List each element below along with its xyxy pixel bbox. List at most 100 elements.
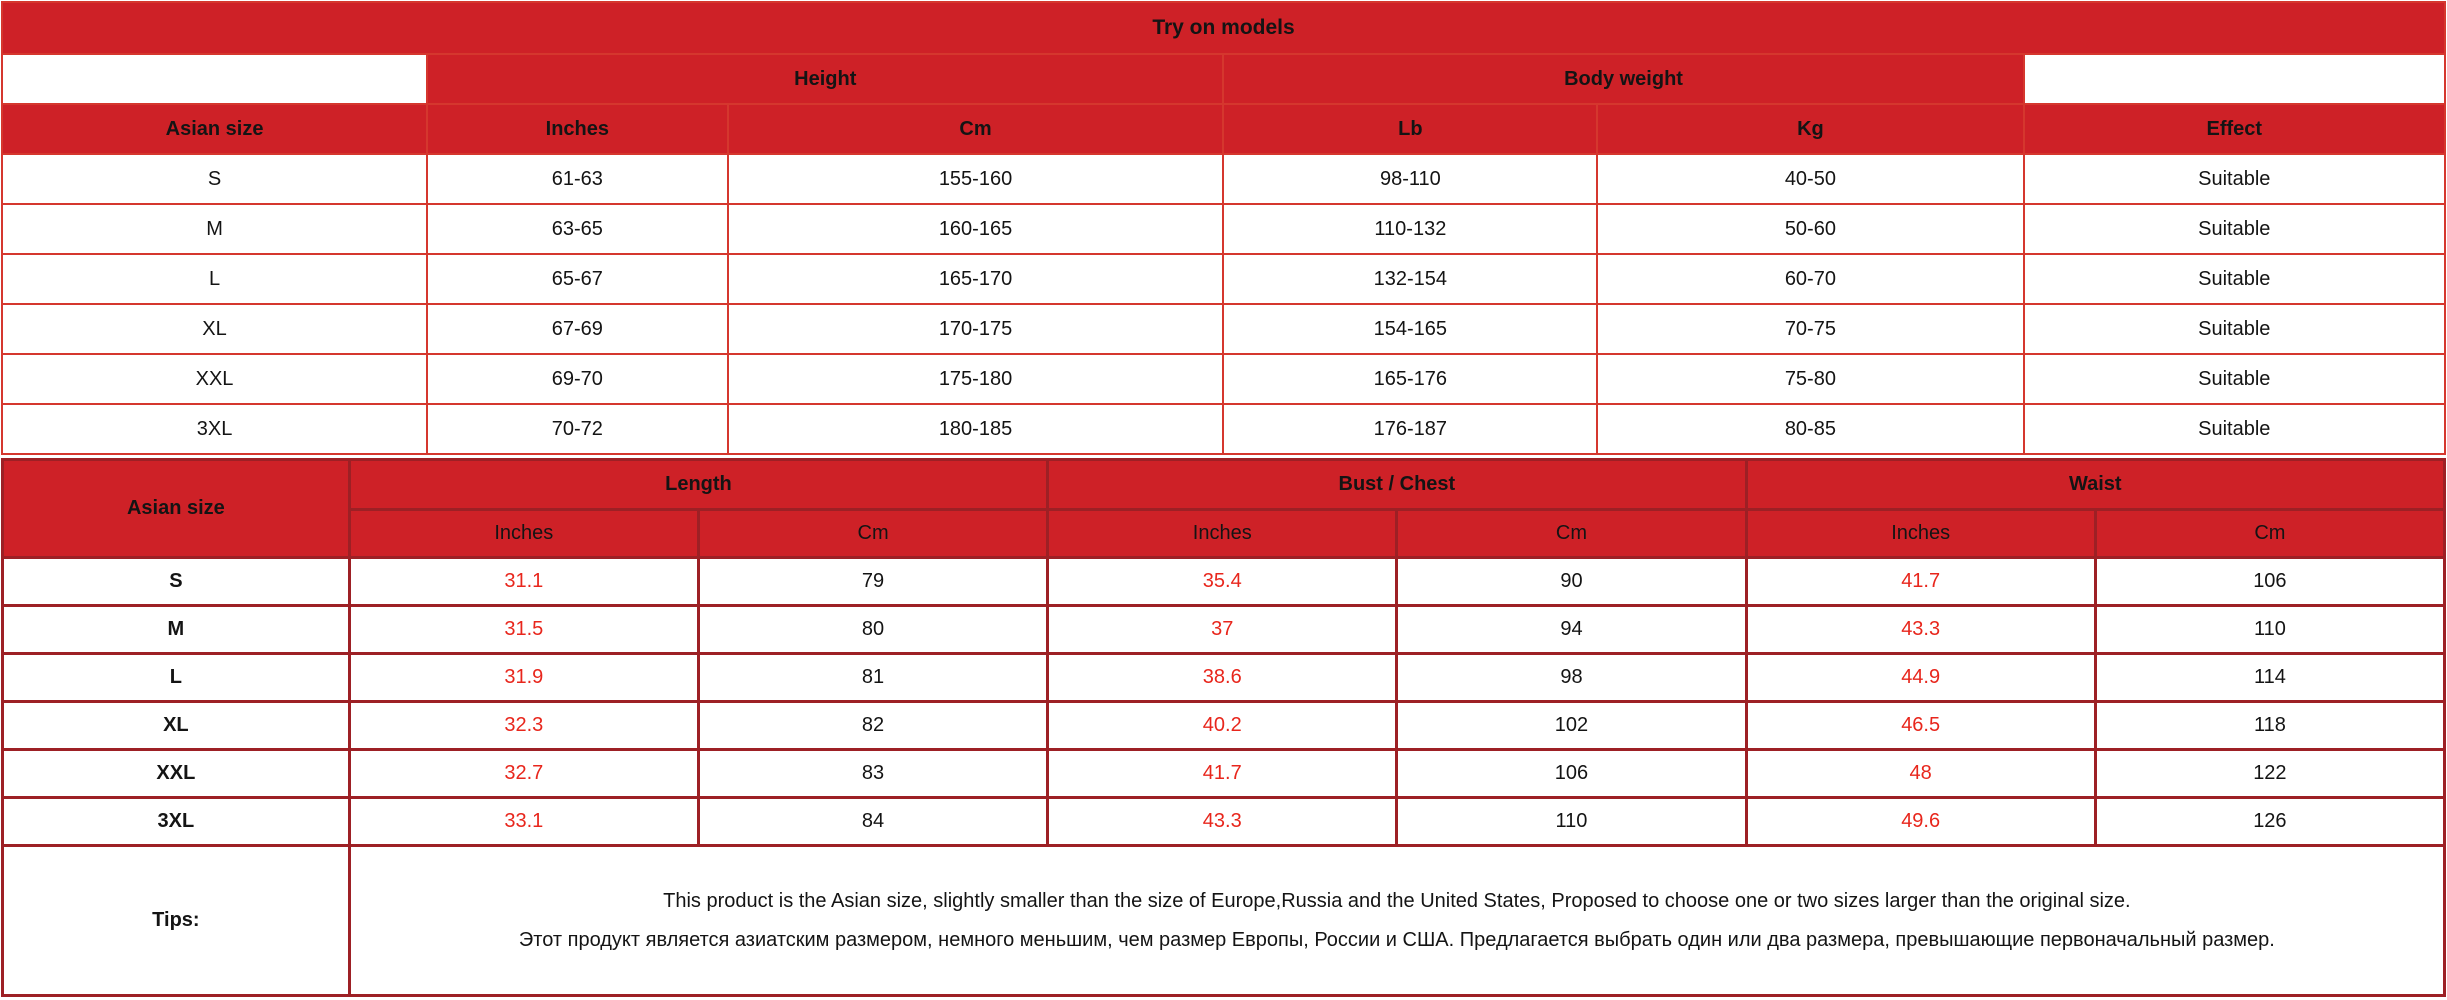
table2-subheader: Inches (1046, 508, 1399, 559)
table1-value-cell: 155-160 (726, 153, 1225, 205)
table1-value-cell: 98-110 (1222, 153, 1599, 205)
table1-value-cell: 132-154 (1222, 253, 1599, 305)
table1-value-cell: Suitable (2022, 153, 2447, 205)
table2-row: XL 32.3 82 40.2 102 46.5 118 (1, 700, 2447, 751)
table1-value-cell: 69-70 (426, 353, 729, 405)
inches-value-cell: 38.6 (1046, 652, 1399, 703)
table1-empty-topleft-cell (0, 53, 429, 105)
table2-row: L 31.9 81 38.6 98 44.9 114 (1, 652, 2447, 703)
table1-value-cell: 110-132 (1222, 203, 1599, 255)
cm-value-cell: 126 (2093, 796, 2447, 847)
table1-column-header: Cm (726, 103, 1225, 155)
cm-value-cell: 81 (696, 652, 1050, 703)
table1-value-cell: 80-85 (1596, 403, 2025, 455)
inches-value-cell: 41.7 (1046, 748, 1399, 799)
cm-value-cell: 83 (696, 748, 1050, 799)
table2-row: 3XL 33.1 84 43.3 110 49.6 126 (1, 796, 2447, 847)
table1-value-cell: Suitable (2022, 253, 2447, 305)
table1-value-cell: 180-185 (726, 403, 1225, 455)
table1-value-cell: 67-69 (426, 303, 729, 355)
cm-value-cell: 118 (2093, 700, 2447, 751)
table2-subheader: Cm (1395, 508, 1748, 559)
cm-value-cell: 110 (1395, 796, 1748, 847)
table1-row: L 65-67 165-170 132-154 60-70 Suitable (0, 253, 2447, 305)
size-label-cell: S (1, 556, 351, 607)
table1-value-cell: 60-70 (1596, 253, 2025, 305)
table2-group-row: Asian size Length Bust / Chest Waist (1, 458, 2447, 559)
table1-column-header: Kg (1596, 103, 2025, 155)
table1-value-cell: Suitable (2022, 203, 2447, 255)
inches-value-cell: 40.2 (1046, 700, 1399, 751)
table1-value-cell: 61-63 (426, 153, 729, 205)
size-label-cell: M (0, 203, 429, 255)
table1-value-cell: 70-72 (426, 403, 729, 455)
size-label-cell: 3XL (1, 796, 351, 847)
cm-value-cell: 106 (1395, 748, 1748, 799)
cm-value-cell: 80 (696, 604, 1050, 655)
table1-value-cell: 175-180 (726, 353, 1225, 405)
table1-row: XL 67-69 170-175 154-165 70-75 Suitable (0, 303, 2447, 355)
measurements-table: Asian size Length Bust / Chest Waist Inc… (1, 458, 2447, 997)
inches-value-cell: 32.3 (347, 700, 700, 751)
table2-subheader: Inches (1744, 508, 2097, 559)
table2-row: XXL 32.7 83 41.7 106 48 122 (1, 748, 2447, 799)
cm-value-cell: 79 (696, 556, 1050, 607)
tips-line-english: This product is the Asian size, slightly… (663, 889, 2131, 912)
table1-value-cell: 50-60 (1596, 203, 2025, 255)
table1-value-cell: 170-175 (726, 303, 1225, 355)
table1-value-cell: 70-75 (1596, 303, 2025, 355)
size-label-cell: XXL (0, 353, 429, 405)
inches-value-cell: 49.6 (1744, 796, 2097, 847)
table2-row: M 31.5 80 37 94 43.3 110 (1, 604, 2447, 655)
table1-value-cell: 65-67 (426, 253, 729, 305)
table1-value-cell: 165-176 (1222, 353, 1599, 405)
cm-value-cell: 122 (2093, 748, 2447, 799)
table1-value-cell: 154-165 (1222, 303, 1599, 355)
table1-row: 3XL 70-72 180-185 176-187 80-85 Suitable (0, 403, 2447, 455)
table1-column-header: Asian size (0, 103, 429, 155)
asian-size-corner-header: Asian size (1, 458, 351, 559)
table1-value-cell: Suitable (2022, 403, 2447, 455)
size-label-cell: XXL (1, 748, 351, 799)
inches-value-cell: 37 (1046, 604, 1399, 655)
table1-row: S 61-63 155-160 98-110 40-50 Suitable (0, 153, 2447, 205)
cm-value-cell: 84 (696, 796, 1050, 847)
table1-value-cell: Suitable (2022, 353, 2447, 405)
table1-group-row: Height Body weight (0, 53, 2447, 105)
inches-value-cell: 31.1 (347, 556, 700, 607)
size-label-cell: L (0, 253, 429, 305)
tips-text-cell: This product is the Asian size, slightly… (347, 844, 2447, 997)
cm-value-cell: 98 (1395, 652, 1748, 703)
tips-line-russian: Этот продукт является азиатским размером… (518, 928, 2275, 951)
table2-subheader-row: Inches Cm Inches Cm Inches Cm (3, 508, 2447, 559)
bust-chest-group-header: Bust / Chest (1046, 458, 1748, 511)
inches-value-cell: 31.9 (347, 652, 700, 703)
table1-body: S 61-63 155-160 98-110 40-50 Suitable M 63-65 16… (0, 153, 2447, 455)
table2-subheader: Cm (696, 508, 1050, 559)
inches-value-cell: 48 (1744, 748, 2097, 799)
table1-value-cell: 165-170 (726, 253, 1225, 305)
inches-value-cell: 46.5 (1744, 700, 2097, 751)
waist-group-header: Waist (1744, 458, 2447, 511)
table1-title: Try on models (1, 1, 2446, 55)
table1-column-header: Effect (2022, 103, 2447, 155)
cm-value-cell: 94 (1395, 604, 1748, 655)
size-label-cell: S (0, 153, 429, 205)
tips-label: Tips: (1, 844, 351, 997)
size-label-cell: XL (0, 303, 429, 355)
inches-value-cell: 43.3 (1046, 796, 1399, 847)
table1-column-header: Inches (426, 103, 729, 155)
length-group-header: Length (347, 458, 1050, 511)
inches-value-cell: 43.3 (1744, 604, 2097, 655)
inches-value-cell: 31.5 (347, 604, 700, 655)
table1-value-cell: 63-65 (426, 203, 729, 255)
try-on-models-table: Try on models Height Body weight Asian s… (0, 1, 2447, 455)
cm-value-cell: 110 (2093, 604, 2447, 655)
cm-value-cell: 106 (2093, 556, 2447, 607)
inches-value-cell: 41.7 (1744, 556, 2097, 607)
height-group-header: Height (426, 53, 1225, 105)
inches-value-cell: 33.1 (347, 796, 700, 847)
size-label-cell: M (1, 604, 351, 655)
cm-value-cell: 82 (696, 700, 1050, 751)
